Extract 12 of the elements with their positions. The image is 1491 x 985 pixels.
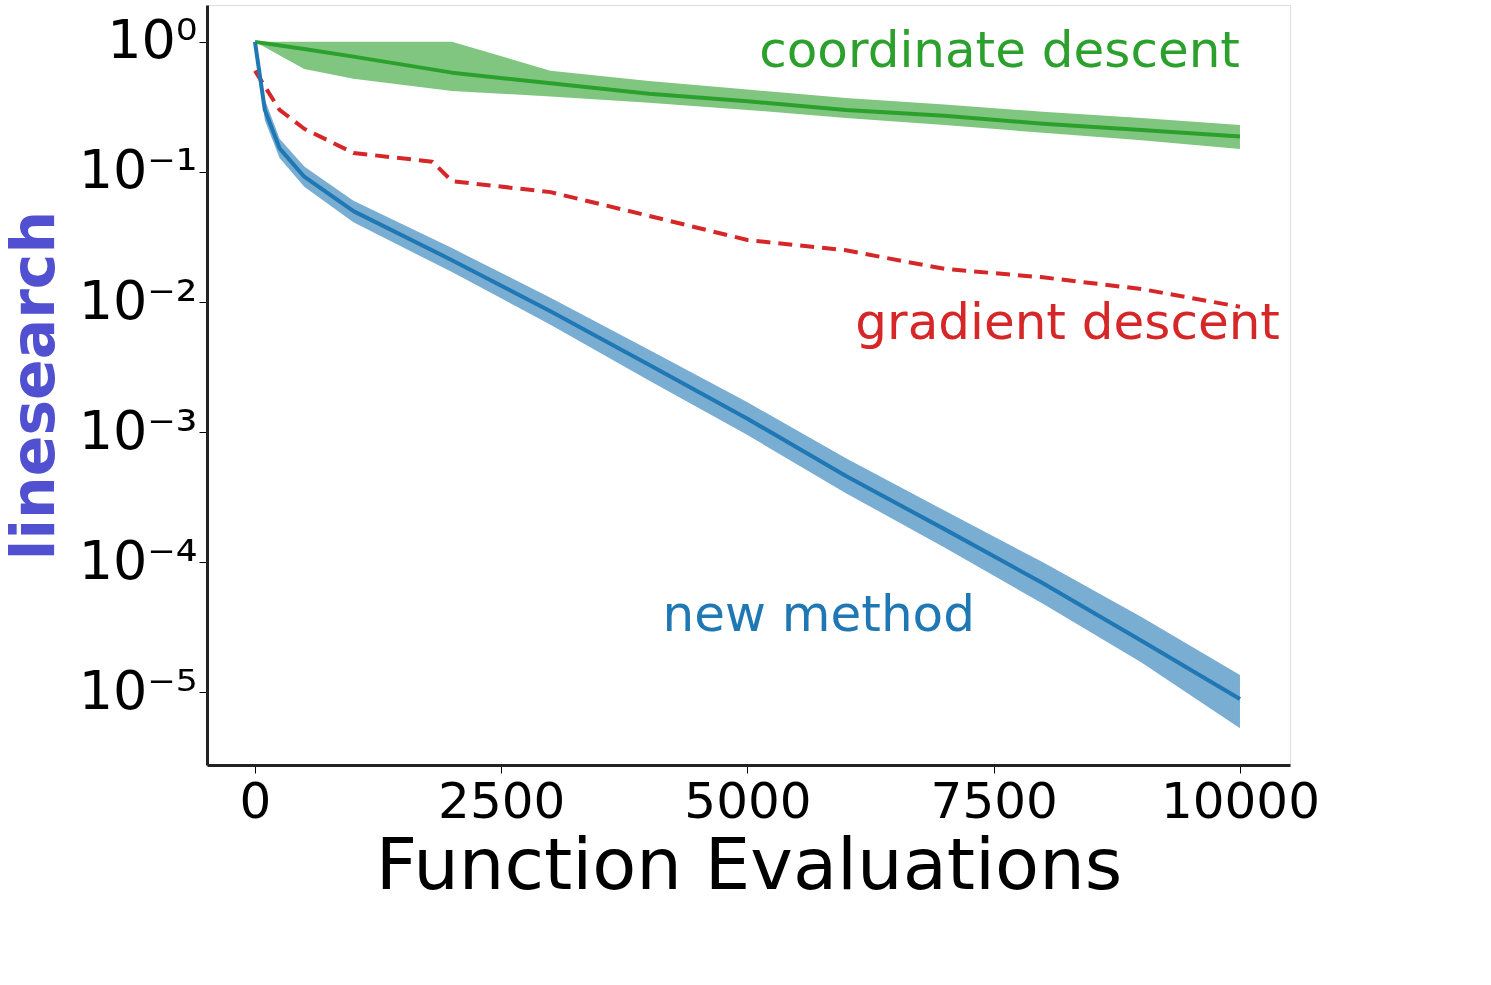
series-label: coordinate descent bbox=[759, 20, 1240, 79]
series-label: gradient descent bbox=[855, 292, 1280, 351]
series-label: new method bbox=[662, 585, 975, 644]
y-tick-label: 10⁰ bbox=[107, 8, 198, 72]
y-axis-title: linesearch bbox=[0, 210, 68, 561]
y-tick-label: 10⁻² bbox=[78, 268, 198, 332]
y-tick-label: 10⁻⁴ bbox=[78, 528, 198, 592]
x-tick-label: 0 bbox=[239, 771, 272, 830]
y-tick-label: 10⁻⁵ bbox=[78, 658, 198, 722]
y-tick-label: 10⁻¹ bbox=[78, 138, 198, 202]
x-tick-label: 10000 bbox=[1160, 771, 1320, 830]
y-tick-label: 10⁻³ bbox=[78, 398, 198, 462]
